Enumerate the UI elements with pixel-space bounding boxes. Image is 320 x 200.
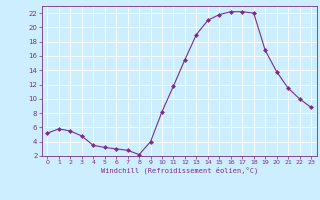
X-axis label: Windchill (Refroidissement éolien,°C): Windchill (Refroidissement éolien,°C) bbox=[100, 167, 258, 174]
